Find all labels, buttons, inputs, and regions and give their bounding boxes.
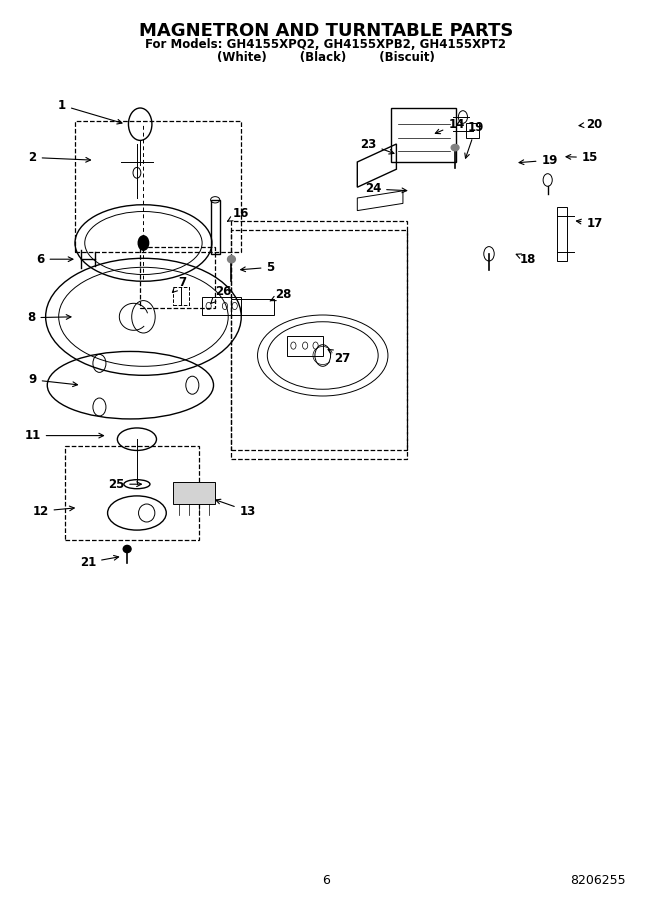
Ellipse shape [451,145,459,150]
Bar [466,123,479,138]
Text: 25: 25 [108,478,141,491]
Bar [173,482,215,504]
Bar [202,297,241,315]
Text: 24: 24 [364,183,407,195]
Bar [287,336,323,356]
Bar [391,108,456,162]
Bar [557,207,567,261]
Bar [75,122,241,252]
Text: 26: 26 [211,285,231,303]
Text: 11: 11 [25,429,104,442]
Text: 17: 17 [576,217,602,230]
Circle shape [138,236,149,250]
Text: 20: 20 [579,118,602,130]
Text: 1: 1 [58,99,122,124]
Text: 27: 27 [328,349,350,364]
Text: 5: 5 [241,261,274,274]
Bar [65,446,199,540]
Text: 15: 15 [566,151,599,164]
Bar [231,220,408,459]
Text: 7: 7 [172,276,186,292]
Text: 12: 12 [33,505,74,518]
Text: 18: 18 [516,253,537,266]
Bar [140,247,215,308]
Text: 2: 2 [29,151,91,164]
Text: 9: 9 [29,374,78,387]
Text: 8206255: 8206255 [570,874,626,886]
Bar [231,299,274,315]
Text: 21: 21 [80,555,119,569]
Text: 23: 23 [361,138,394,154]
Text: 19: 19 [519,154,558,166]
Bar [231,230,408,450]
Text: MAGNETRON AND TURNTABLE PARTS: MAGNETRON AND TURNTABLE PARTS [139,22,513,40]
Text: (White)        (Black)        (Biscuit): (White) (Black) (Biscuit) [217,51,435,64]
Ellipse shape [123,545,131,553]
Text: 14: 14 [436,118,465,134]
Text: 28: 28 [270,288,292,301]
Text: 8: 8 [27,311,71,324]
Text: 13: 13 [216,500,256,518]
Text: 6: 6 [322,874,330,886]
Ellipse shape [228,256,235,263]
Text: 19: 19 [465,122,484,158]
Bar [173,287,189,305]
Text: 16: 16 [228,207,250,221]
Bar [211,200,220,254]
Text: For Models: GH4155XPQ2, GH4155XPB2, GH4155XPT2: For Models: GH4155XPQ2, GH4155XPB2, GH41… [145,39,507,51]
Text: 6: 6 [37,253,73,266]
